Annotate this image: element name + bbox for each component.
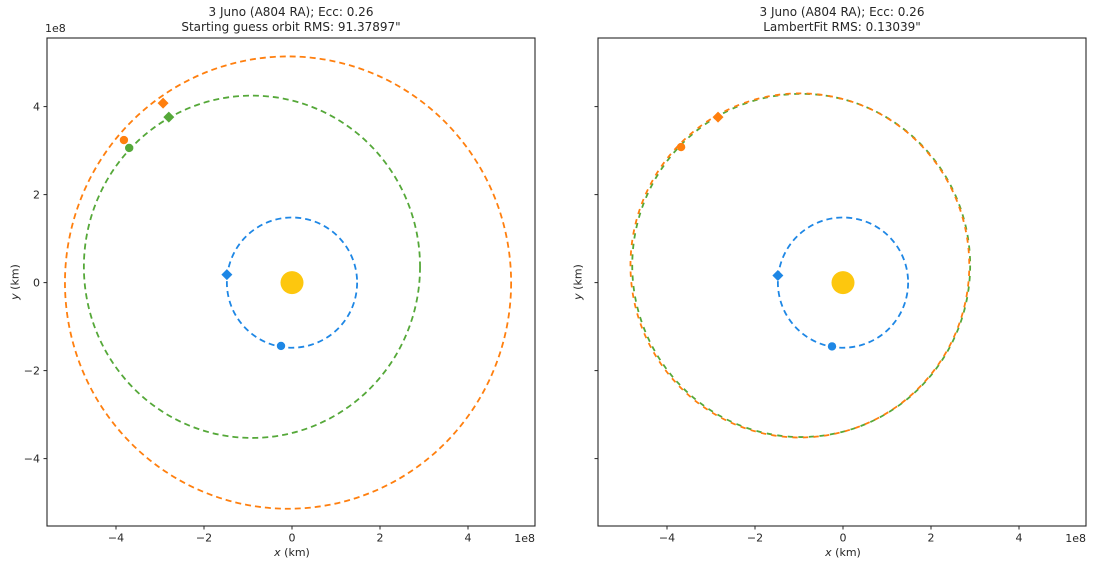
true-orbit [82,94,421,439]
right-x-axis-label: x (km) [825,546,861,559]
axes-frame [46,37,536,527]
left-x-axis-offset-label: 1e8 [514,532,535,545]
x-tick-label: 4 [1016,532,1023,545]
true-obs2-point [163,111,175,123]
fit-obs2-point [712,111,724,123]
right-title-line1: 3 Juno (A804 RA); Ecc: 0.26 [759,5,925,19]
x-tick-label: −4 [659,532,675,545]
right-orbit-plot: −4 −2 0 2 4 [594,37,1087,545]
true-orbit [631,92,972,438]
true-obs1-point [125,143,134,153]
sun-icon [280,271,304,295]
x-tick-label: 2 [377,532,384,545]
left-title-line2: Starting guess orbit RMS: 91.37897" [181,20,401,34]
left-x-axis-label: x (km) [274,546,310,559]
left-title-line1: 3 Juno (A804 RA); Ecc: 0.26 [208,5,374,19]
x-tick-label: 0 [289,532,296,545]
left-plot-title: 3 Juno (A804 RA); Ecc: 0.26 Starting gue… [47,5,535,35]
right-x-axis-offset-label: 1e8 [1065,532,1086,545]
right-plot-title: 3 Juno (A804 RA); Ecc: 0.26 LambertFit R… [598,5,1086,35]
y-tick-label: −4 [24,452,40,465]
sun-icon [831,271,855,295]
guess-obs1-point [119,135,129,145]
right-title-line2: LambertFit RMS: 0.13039" [763,20,921,34]
axes-frame [597,37,1087,527]
earth-obs2-point [221,269,233,281]
earth-obs1-point [827,342,837,351]
y-tick-label: 4 [33,100,40,113]
guess-obs2-point [157,97,169,109]
earth-obs2-point [772,270,784,282]
y-tick-label: 2 [33,188,40,201]
x-tick-label: −4 [108,532,124,545]
earth-obs1-point [276,341,286,351]
fit-obs1-point [676,142,686,152]
left-y-axis-offset-label: 1e8 [45,22,66,35]
guess-orbit [64,55,513,510]
x-tick-label: 0 [840,532,847,545]
x-tick-label: 4 [465,532,472,545]
right-y-axis-label: y (km) [571,264,585,300]
y-tick-label: −2 [24,364,40,377]
left-y-axis-label: y (km) [8,264,22,300]
y-tick-label: 0 [33,276,40,289]
x-tick-label: −2 [747,532,763,545]
lambert-fit-orbit [629,92,971,439]
earth-orbit [776,216,910,349]
x-tick-label: −2 [196,532,212,545]
earth-orbit [225,216,359,349]
x-tick-label: 2 [928,532,935,545]
left-orbit-plot: −4 −2 0 2 4 4 2 0 −2 −4 [24,37,536,545]
